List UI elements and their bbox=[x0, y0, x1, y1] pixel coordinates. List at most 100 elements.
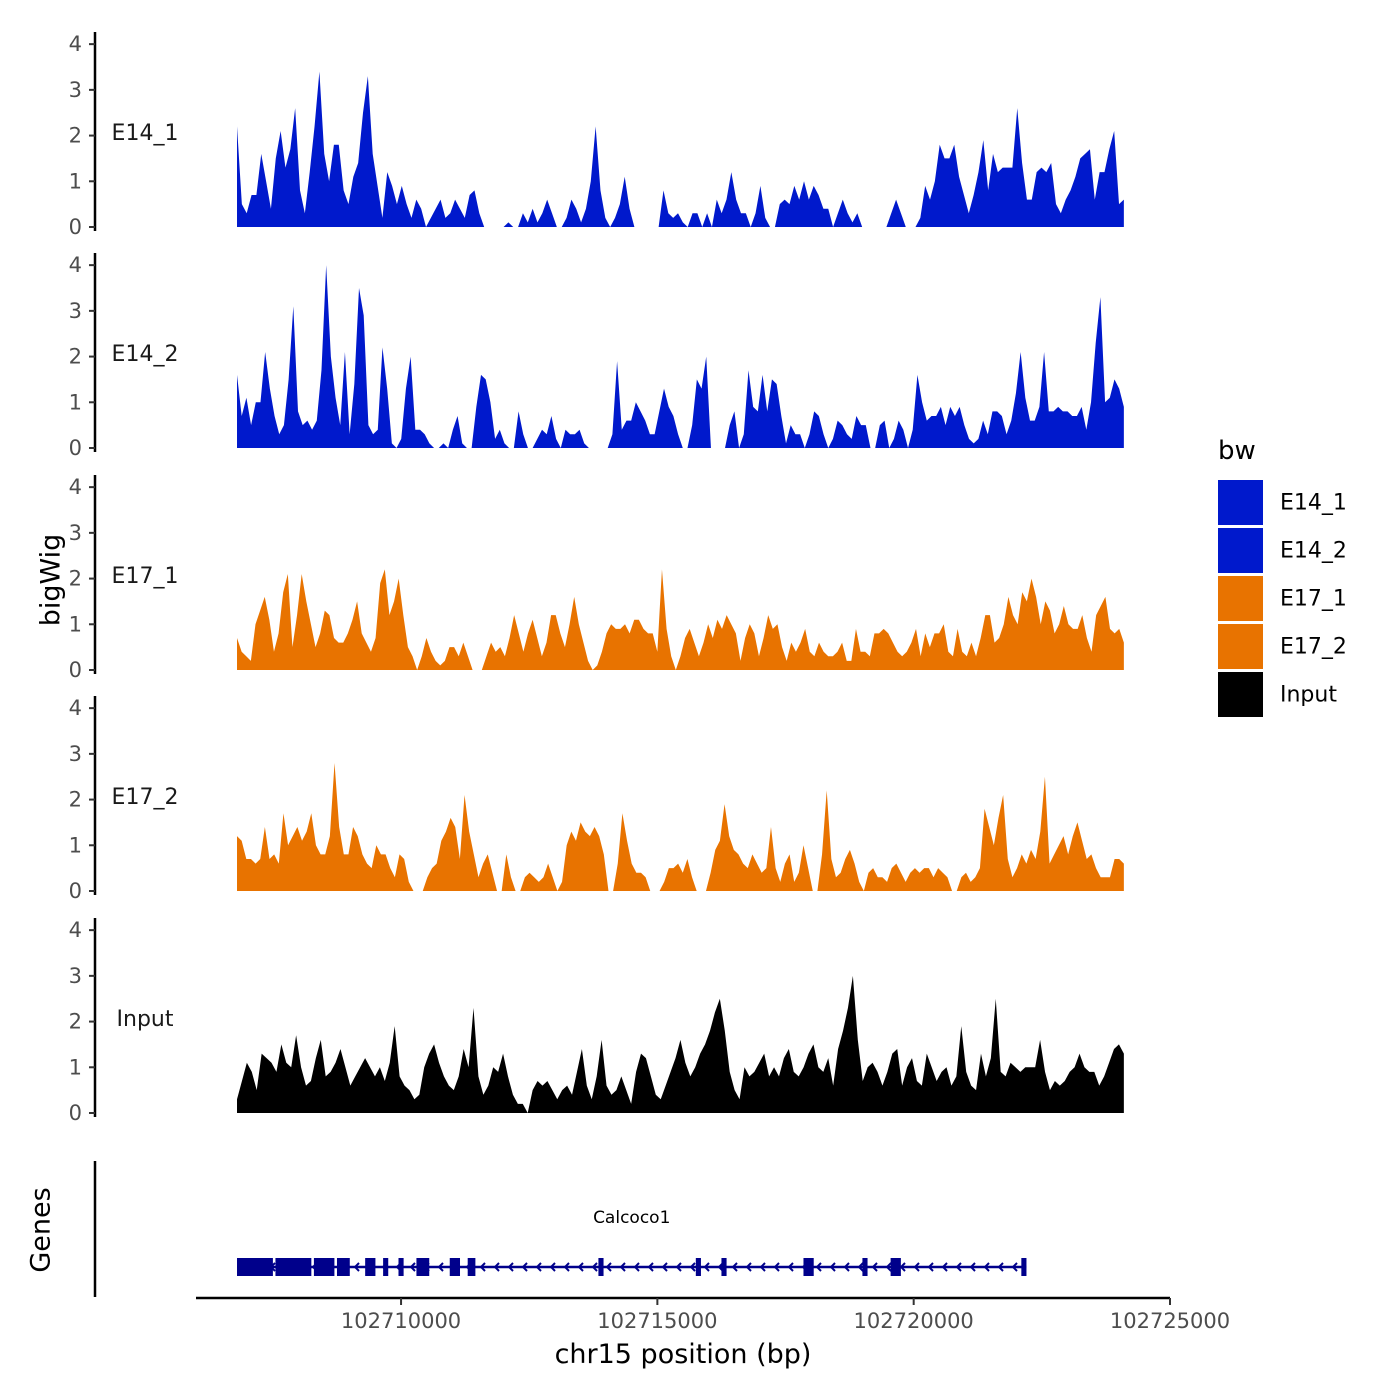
strand-arrow bbox=[647, 1262, 654, 1272]
coverage-tracks: 0 1 2 3 4 E14_1 0 1 2 3 4 E14_2 0 1 2 3 4 E17_1 0 1 2 3 4 E17_2… bbox=[69, 32, 1124, 1125]
strand-arrow bbox=[815, 1262, 822, 1272]
gene-exon bbox=[237, 1258, 273, 1276]
strand-arrow bbox=[507, 1262, 514, 1272]
y-tick-label: 2 bbox=[69, 345, 82, 369]
strand-arrow bbox=[969, 1262, 976, 1272]
y-tick-label: 3 bbox=[69, 78, 82, 102]
track-E14_2: 0 1 2 3 4 E14_2 bbox=[69, 253, 1124, 460]
strand-arrow bbox=[563, 1262, 570, 1272]
strand-arrow bbox=[409, 1262, 416, 1272]
genes-track-title: Genes bbox=[26, 1187, 57, 1272]
strand-arrow bbox=[955, 1262, 962, 1272]
gene-exon bbox=[449, 1258, 461, 1276]
gene-exon bbox=[803, 1258, 814, 1276]
gene-exon bbox=[275, 1258, 312, 1276]
y-tick-label: 3 bbox=[69, 521, 82, 545]
track-E14_1: 0 1 2 3 4 E14_1 bbox=[69, 32, 1124, 239]
y-tick-label: 2 bbox=[69, 1010, 82, 1034]
strand-arrow bbox=[871, 1262, 878, 1272]
gene-exon bbox=[313, 1258, 335, 1276]
strand-arrow bbox=[521, 1262, 528, 1272]
gene-exon bbox=[383, 1258, 389, 1276]
strand-arrow bbox=[983, 1262, 990, 1272]
strand-arrow bbox=[619, 1262, 626, 1272]
strand-arrow bbox=[605, 1262, 612, 1272]
strand-arrow bbox=[927, 1262, 934, 1272]
legend-label: E14_2 bbox=[1280, 539, 1347, 564]
x-tick-label: 102720000 bbox=[854, 1309, 974, 1333]
x-tick-label: 102715000 bbox=[597, 1309, 717, 1333]
gene-exon bbox=[467, 1258, 476, 1276]
y-tick-label: 2 bbox=[69, 567, 82, 591]
coverage-area-E14_2 bbox=[237, 265, 1124, 448]
gene-exon bbox=[398, 1258, 404, 1276]
x-axis: 102710000 102715000 102720000 102725000 bbox=[196, 1296, 1230, 1333]
strand-arrow bbox=[549, 1262, 556, 1272]
y-tick-label: 1 bbox=[69, 612, 82, 636]
y-tick-label: 4 bbox=[69, 253, 82, 277]
legend-label: E14_1 bbox=[1280, 491, 1347, 516]
strand-arrow bbox=[535, 1262, 542, 1272]
y-tick-label: 0 bbox=[69, 1101, 82, 1125]
gene-exon bbox=[416, 1258, 430, 1276]
legend-label: E17_2 bbox=[1280, 635, 1347, 660]
y-tick-label: 1 bbox=[69, 833, 82, 857]
legend-swatch bbox=[1218, 624, 1263, 669]
y-tick-label: 1 bbox=[69, 1055, 82, 1079]
strand-arrow bbox=[675, 1262, 682, 1272]
strand-arrow bbox=[731, 1262, 738, 1272]
legend-swatch bbox=[1218, 576, 1263, 621]
strand-arrow bbox=[941, 1262, 948, 1272]
legend-title: bw bbox=[1218, 436, 1256, 466]
y-tick-label: 0 bbox=[69, 879, 82, 903]
strand-arrow bbox=[479, 1262, 486, 1272]
coverage-area-E17_1 bbox=[237, 569, 1124, 670]
strand-arrow bbox=[885, 1262, 892, 1272]
y-tick-label: 3 bbox=[69, 742, 82, 766]
y-tick-label: 2 bbox=[69, 124, 82, 148]
strand-arrow bbox=[591, 1262, 598, 1272]
track-label: Input bbox=[117, 1007, 174, 1032]
y-tick-label: 3 bbox=[69, 299, 82, 323]
gene-exon bbox=[695, 1258, 701, 1276]
track-label: E14_2 bbox=[112, 342, 179, 367]
strand-arrow bbox=[493, 1262, 500, 1272]
track-E17_2: 0 1 2 3 4 E17_2 bbox=[69, 696, 1124, 903]
gene-exon bbox=[365, 1258, 376, 1276]
strand-arrow bbox=[745, 1262, 752, 1272]
track-label: E17_2 bbox=[112, 785, 179, 810]
strand-arrow bbox=[829, 1262, 836, 1272]
y-tick-label: 2 bbox=[69, 788, 82, 812]
gene-exon bbox=[862, 1258, 868, 1276]
x-tick-label: 102725000 bbox=[1110, 1309, 1230, 1333]
coverage-area-Input bbox=[237, 975, 1124, 1113]
track-Input: 0 1 2 3 4 Input bbox=[69, 918, 1124, 1125]
strand-arrow bbox=[353, 1262, 360, 1272]
legend-label: Input bbox=[1280, 683, 1337, 708]
y-tick-label: 4 bbox=[69, 918, 82, 942]
strand-arrow bbox=[661, 1262, 668, 1272]
track-label: E17_1 bbox=[112, 564, 179, 589]
strand-arrow bbox=[703, 1262, 710, 1272]
legend: bw E14_1 E14_2 E17_1 E17_2 Input bbox=[1218, 436, 1347, 717]
strand-arrow bbox=[843, 1262, 850, 1272]
gene-exon bbox=[721, 1258, 727, 1276]
y-tick-label: 1 bbox=[69, 169, 82, 193]
coverage-area-E17_2 bbox=[237, 763, 1124, 891]
strand-arrow bbox=[997, 1262, 1004, 1272]
gene-track: Calcoco1 bbox=[93, 1161, 1027, 1297]
x-tick-label: 102710000 bbox=[341, 1309, 461, 1333]
gene-exon bbox=[1021, 1258, 1027, 1276]
y-tick-label: 1 bbox=[69, 390, 82, 414]
strand-arrow bbox=[633, 1262, 640, 1272]
x-axis-title: chr15 position (bp) bbox=[555, 1339, 812, 1370]
track-E17_1: 0 1 2 3 4 E17_1 bbox=[69, 475, 1124, 682]
y-tick-label: 3 bbox=[69, 964, 82, 988]
gene-name-label: Calcoco1 bbox=[593, 1208, 670, 1228]
strand-arrow bbox=[1011, 1262, 1018, 1272]
strand-arrow bbox=[437, 1262, 444, 1272]
coverage-area-E14_1 bbox=[237, 71, 1124, 227]
y-tick-label: 0 bbox=[69, 436, 82, 460]
y-axis-title: bigWig bbox=[36, 534, 67, 627]
gene-exon bbox=[598, 1258, 604, 1276]
